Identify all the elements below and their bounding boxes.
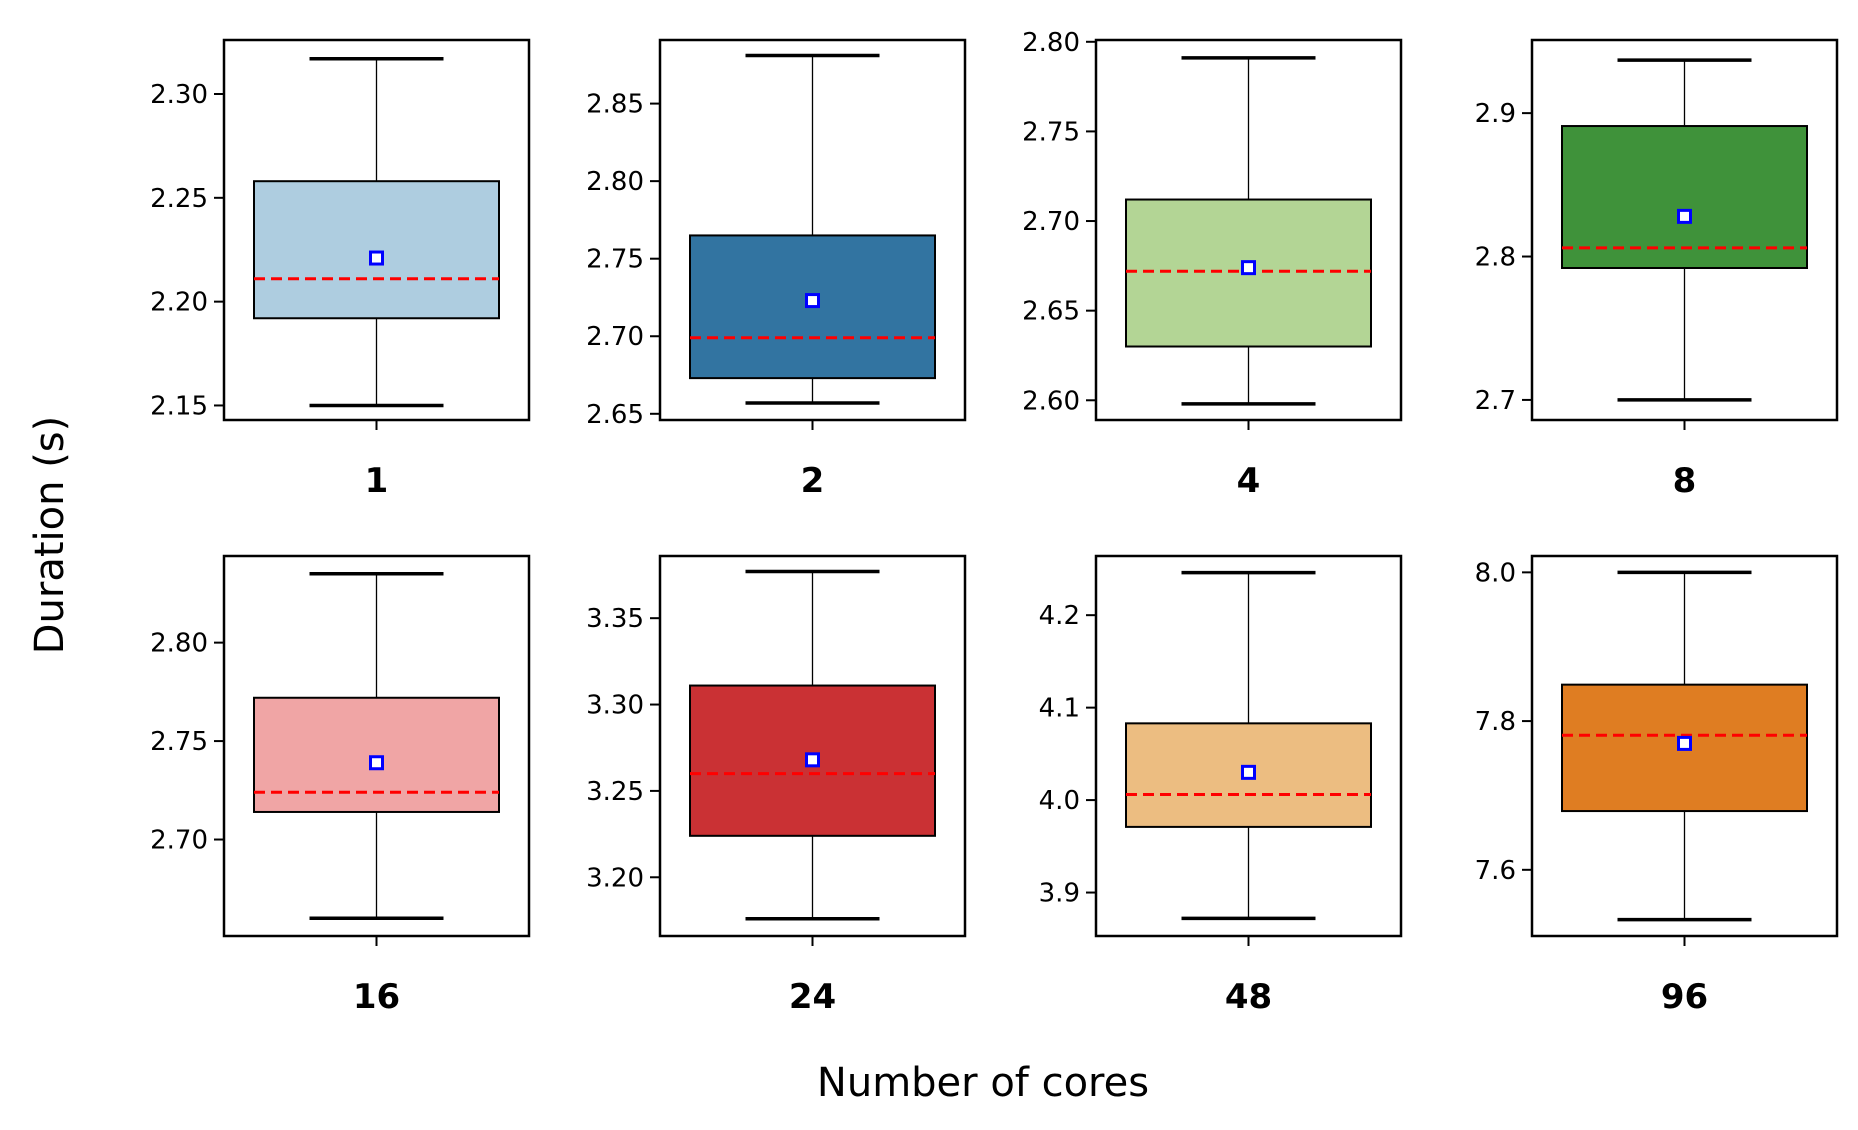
y-tick-label: 2.30 bbox=[150, 80, 208, 110]
category-label: 8 bbox=[1673, 461, 1697, 501]
category-label: 24 bbox=[789, 977, 836, 1017]
y-tick-label: 2.75 bbox=[586, 245, 644, 275]
y-tick-label: 7.6 bbox=[1475, 856, 1516, 886]
y-tick-label: 3.25 bbox=[586, 777, 644, 807]
y-tick-label: 2.75 bbox=[150, 727, 208, 757]
mean-marker bbox=[1677, 735, 1692, 751]
y-tick-label: 7.8 bbox=[1475, 707, 1516, 737]
y-tick-label: 3.9 bbox=[1039, 879, 1080, 909]
y-tick-label: 3.20 bbox=[586, 863, 644, 893]
y-tick-label: 2.25 bbox=[150, 184, 208, 214]
mean-marker bbox=[1241, 260, 1256, 276]
y-tick-label: 2.9 bbox=[1475, 99, 1516, 129]
y-tick-label: 4.2 bbox=[1039, 601, 1080, 631]
y-tick-label: 2.15 bbox=[150, 391, 208, 421]
panel-2: 2.65 2.70 2.75 2.80 2.85 2 bbox=[586, 38, 967, 501]
y-tick-label: 2.65 bbox=[1022, 297, 1080, 327]
panels: 2.152.202.252.3012.652.702.752.802.8522.… bbox=[150, 28, 1839, 1017]
y-tick-label: 8.0 bbox=[1475, 558, 1516, 588]
panel-4: 2.60 2.65 2.70 2.75 2.80 4 bbox=[1022, 28, 1403, 501]
y-axis-title: Duration (s) bbox=[27, 416, 73, 655]
y-tick-label: 2.85 bbox=[586, 90, 644, 120]
iqr-box bbox=[253, 180, 500, 320]
y-tick-label: 2.20 bbox=[150, 288, 208, 318]
iqr-box bbox=[1561, 125, 1808, 269]
y-tick-label: 2.8 bbox=[1475, 243, 1516, 273]
y-tick-label: 2.70 bbox=[1022, 207, 1080, 237]
iqr-box bbox=[253, 696, 500, 813]
panel-96: 7.6 7.8 8.0 96 bbox=[1475, 554, 1839, 1017]
y-tick-label: 4.0 bbox=[1039, 786, 1080, 816]
panel-48: 3.9 4.0 4.1 4.2 48 bbox=[1039, 554, 1403, 1017]
category-label: 4 bbox=[1237, 461, 1261, 501]
y-tick-label: 2.75 bbox=[1022, 117, 1080, 147]
y-tick-label: 2.80 bbox=[150, 629, 208, 659]
y-tick-label: 2.80 bbox=[1022, 28, 1080, 58]
y-tick-label: 2.70 bbox=[586, 322, 644, 352]
y-tick-label: 4.1 bbox=[1039, 694, 1080, 724]
panel-1: 2.15 2.20 2.25 2.30 1 bbox=[150, 38, 531, 501]
mean-marker bbox=[369, 755, 384, 771]
y-tick-label: 2.80 bbox=[586, 167, 644, 197]
x-axis-title: Number of cores bbox=[817, 1060, 1149, 1106]
mean-marker bbox=[805, 293, 820, 309]
mean-marker bbox=[805, 752, 820, 768]
category-label: 1 bbox=[365, 461, 389, 501]
panel-24: 3.20 3.25 3.30 3.35 24 bbox=[586, 554, 967, 1017]
y-tick-label: 3.30 bbox=[586, 691, 644, 721]
mean-marker bbox=[369, 250, 384, 266]
category-label: 2 bbox=[801, 461, 825, 501]
category-label: 96 bbox=[1661, 977, 1708, 1017]
y-tick-label: 2.65 bbox=[586, 400, 644, 430]
mean-marker bbox=[1677, 208, 1692, 224]
category-label: 16 bbox=[353, 977, 400, 1017]
mean-marker bbox=[1241, 764, 1256, 780]
y-tick-label: 2.7 bbox=[1475, 386, 1516, 416]
y-tick-label: 2.60 bbox=[1022, 386, 1080, 416]
category-label: 48 bbox=[1225, 977, 1272, 1017]
panel-16: 2.70 2.75 2.80 16 bbox=[150, 554, 531, 1017]
y-tick-label: 3.35 bbox=[586, 604, 644, 634]
y-tick-label: 2.70 bbox=[150, 826, 208, 856]
panel-8: 2.7 2.8 2.9 8 bbox=[1475, 38, 1839, 501]
